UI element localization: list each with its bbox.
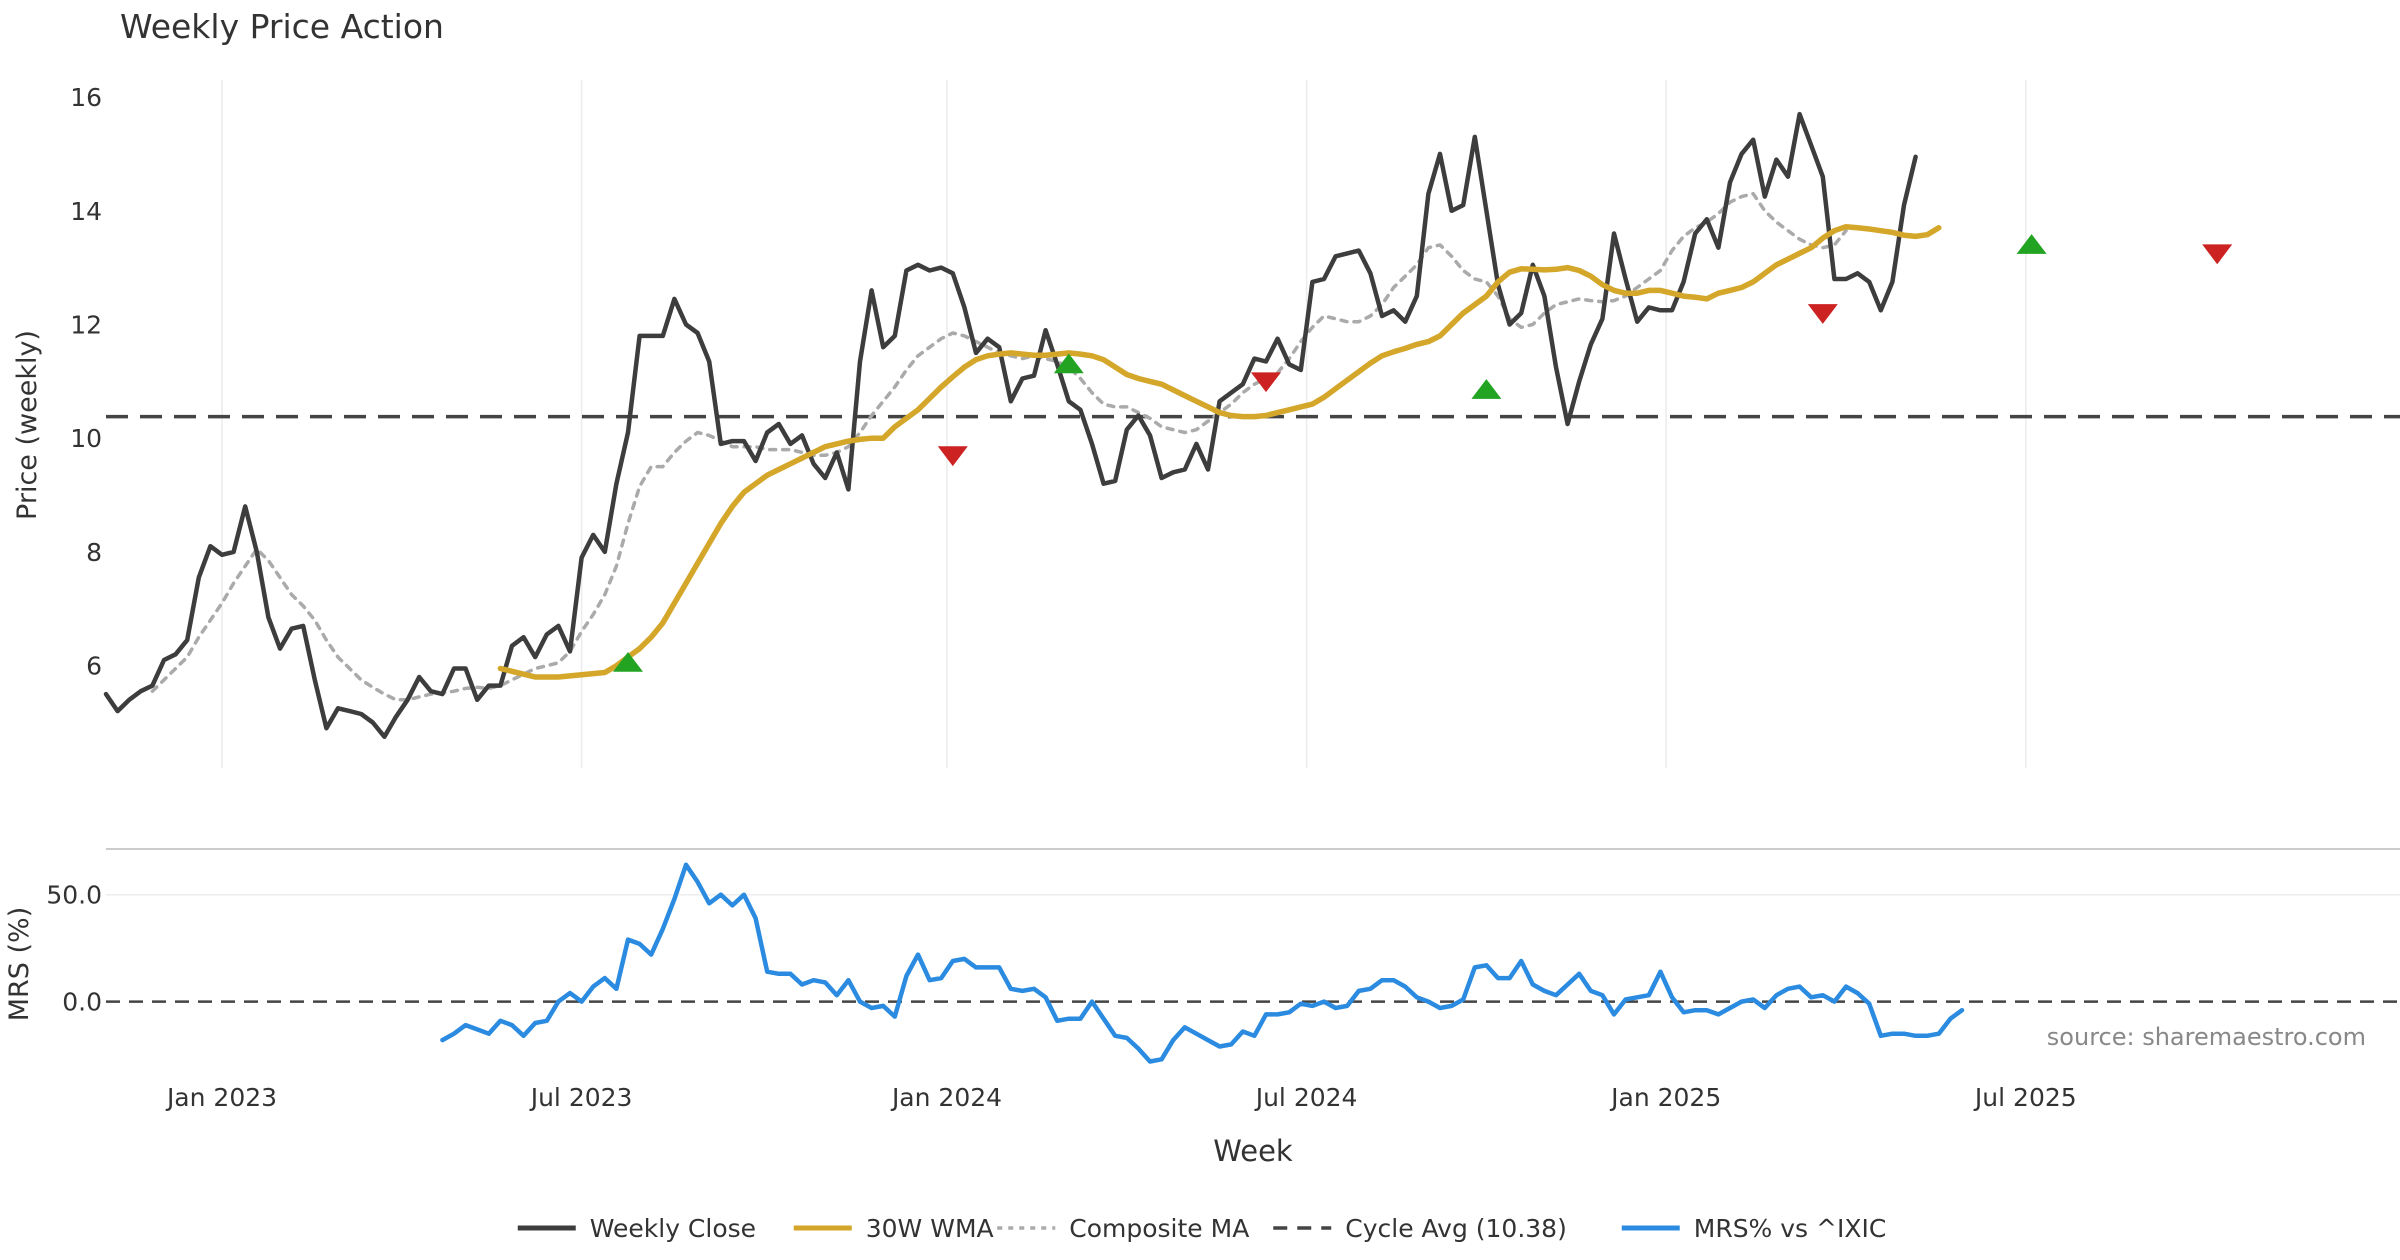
legend: Weekly Close 30W WMA Composite MA Cycle Avg… <box>517 1214 1887 1243</box>
buy-signal-marker <box>2016 234 2047 254</box>
mrs-y-tick-label: 50.0 <box>46 881 102 910</box>
x-tick-label: Jan 2023 <box>165 1083 277 1112</box>
weekly-close-line <box>103 111 1918 739</box>
x-tick-labels: Jan 2023 Jul 2023 Jan 2024 Jul 2024 Jan 2025… <box>165 1083 2077 1112</box>
price-grid <box>221 80 2027 768</box>
legend-label: 30W WMA <box>866 1214 994 1243</box>
price-y-tick-label: 10 <box>70 424 102 453</box>
price-y-tick-label: 8 <box>86 538 102 567</box>
source-annotation: source: sharemaestro.com <box>2047 1023 2366 1051</box>
x-axis-label: Week <box>1213 1134 1293 1168</box>
buy-signal-marker <box>1053 353 1084 374</box>
x-tick-label: Jul 2023 <box>529 1083 633 1112</box>
signal-markers <box>613 234 2233 672</box>
x-tick-label: Jul 2025 <box>1973 1083 2077 1112</box>
buy-signal-marker <box>613 652 643 672</box>
price-y-tick-label: 16 <box>70 83 102 112</box>
mrs-y-tick-label: 0.0 <box>62 988 102 1017</box>
mrs-y-axis-label: MRS (%) <box>4 907 35 1022</box>
price-chart-title: Weekly Price Action <box>120 7 444 46</box>
mrs-line <box>440 862 1965 1064</box>
legend-label: Weekly Close <box>590 1214 756 1243</box>
buy-signal-marker <box>1471 379 1502 399</box>
legend-label: MRS% vs ^IXIC <box>1694 1214 1887 1243</box>
sell-signal-marker <box>2202 244 2233 265</box>
sell-signal-marker <box>1807 304 1838 324</box>
x-tick-label: Jan 2024 <box>890 1083 1002 1112</box>
x-tick-label: Jan 2025 <box>1609 1083 1721 1112</box>
sell-signal-marker <box>1251 372 1281 393</box>
price-y-axis-label: Price (weekly) <box>12 330 43 520</box>
x-tick-label: Jul 2024 <box>1254 1083 1358 1112</box>
wma-30w-line <box>497 223 1942 680</box>
legend-label: Composite MA <box>1069 1214 1249 1243</box>
price-series-group <box>103 111 1942 739</box>
price-y-tick-label: 12 <box>70 310 102 339</box>
mrs-series-group <box>440 862 1965 1064</box>
legend-label: Cycle Avg (10.38) <box>1345 1214 1567 1243</box>
mrs-y-tick-labels: 0.0 50.0 <box>46 881 102 1017</box>
price-y-tick-label: 14 <box>70 197 102 226</box>
price-y-tick-labels: 6 8 10 12 14 16 <box>70 83 102 681</box>
price-y-tick-label: 6 <box>86 652 102 681</box>
sell-signal-marker <box>937 446 968 467</box>
